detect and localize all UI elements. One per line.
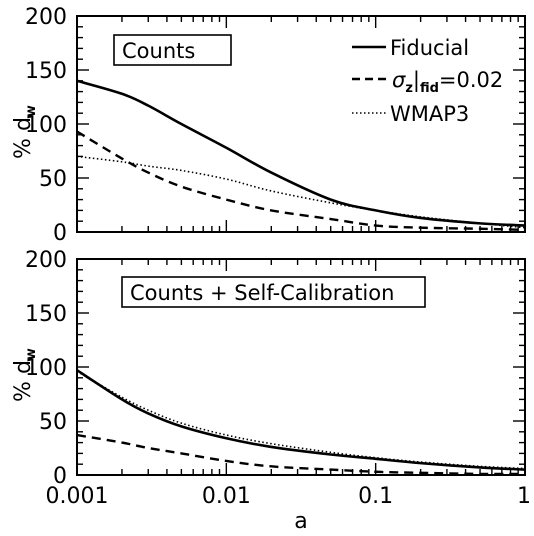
legend-label: WMAP3 bbox=[390, 102, 469, 126]
series-line-fiducial bbox=[77, 79, 525, 227]
y-tick-label: 100 bbox=[25, 356, 67, 381]
y-tick-label: 0 bbox=[53, 221, 67, 246]
series-line-wmap3 bbox=[77, 370, 525, 470]
ticks bbox=[76, 258, 525, 476]
y-tick-label: 50 bbox=[39, 167, 67, 192]
legend-entry-fiducial: Fiducial bbox=[352, 36, 469, 60]
y-tick-labels: 0 50 100 150 200 bbox=[25, 248, 67, 489]
legend-entry-sigma: σz|fid=0.02 bbox=[352, 68, 503, 96]
x-axis-title: a bbox=[294, 509, 307, 534]
legend-entry-wmap3: WMAP3 bbox=[352, 102, 469, 126]
series-line-wmap3 bbox=[77, 155, 525, 229]
curves bbox=[77, 79, 525, 232]
panel-label-box bbox=[113, 34, 232, 66]
panel-counts: 0 50 100 150 200 % dw Counts Fiducial σz|fid… bbox=[11, 5, 526, 246]
y-axis-title-text: % dw bbox=[11, 348, 39, 402]
y-tick-label: 0 bbox=[53, 464, 67, 489]
panel-label-box bbox=[121, 276, 426, 308]
legend: Fiducial σz|fid=0.02 WMAP3 bbox=[352, 36, 503, 126]
x-tick-label: 1 bbox=[517, 484, 531, 509]
y-tick-label: 200 bbox=[25, 248, 67, 273]
x-tick-label: 0.1 bbox=[358, 484, 393, 509]
legend-label: σz|fid=0.02 bbox=[392, 68, 503, 96]
y-tick-labels: 0 50 100 150 200 bbox=[25, 5, 67, 246]
y-axis-title-text: % dw bbox=[11, 105, 39, 159]
y-tick-label: 50 bbox=[39, 410, 67, 435]
series-line-sigma bbox=[77, 433, 525, 475]
panel-label: Counts bbox=[122, 39, 195, 63]
series-line-sigma bbox=[77, 130, 525, 232]
y-axis-title: % dw bbox=[11, 105, 39, 159]
y-axis-title: % dw bbox=[11, 348, 39, 402]
y-tick-label: 150 bbox=[25, 59, 67, 84]
y-tick-label: 200 bbox=[25, 5, 67, 30]
x-tick-labels: 0.001 0.01 0.1 1 bbox=[46, 484, 531, 509]
panel-self-calibration: 0 50 100 150 200 % dw Counts + Self-Calibrat… bbox=[11, 248, 531, 534]
y-tick-label: 150 bbox=[25, 302, 67, 327]
panel-label: Counts + Self-Calibration bbox=[130, 281, 394, 305]
y-tick-label: 100 bbox=[25, 113, 67, 138]
curves bbox=[77, 369, 525, 475]
series-line-fiducial bbox=[77, 369, 525, 471]
x-tick-label: 0.01 bbox=[202, 484, 251, 509]
legend-label: Fiducial bbox=[390, 36, 469, 60]
x-tick-label: 0.001 bbox=[46, 484, 109, 509]
